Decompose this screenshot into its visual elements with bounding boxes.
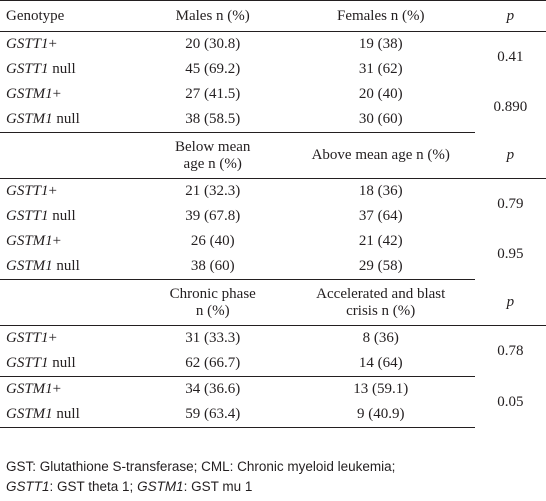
genotype-cell: GSTT1+ bbox=[6, 330, 57, 346]
genotype-cell: GSTM1+ bbox=[6, 381, 62, 397]
table-row: GSTM1 null 38 (58.5) 30 (60) bbox=[0, 107, 546, 133]
genotype-cell: GSTM1 null bbox=[0, 402, 139, 428]
table-row: GSTM1+ 26 (40) 21 (42) 0.95 bbox=[0, 229, 546, 262]
table-row: GSTT1 null 39 (67.8) 37 (64) bbox=[0, 204, 546, 229]
value-cell: 38 (60) bbox=[138, 254, 287, 280]
value-cell: 8 (36) bbox=[362, 330, 399, 346]
value-cell: 27 (41.5) bbox=[185, 86, 241, 102]
value-cell: 21 (42) bbox=[358, 233, 403, 249]
value-cell: 29 (58) bbox=[286, 254, 475, 280]
header-above-mean-age: Above mean age n (%) bbox=[286, 132, 475, 179]
genotype-cell: GSTT1 null bbox=[6, 208, 76, 224]
table-row: GSTT1+ 21 (32.3) 18 (36) 0.79 bbox=[0, 179, 546, 212]
header-males: Males n (%) bbox=[138, 0, 287, 32]
value-cell: 31 (33.3) bbox=[185, 330, 241, 346]
value-cell: 13 (59.1) bbox=[353, 381, 409, 397]
header-p: p bbox=[474, 132, 546, 179]
table-row: GSTM1 null 38 (60) 29 (58) bbox=[0, 254, 546, 280]
p-value-cell: 0.79 bbox=[497, 195, 524, 212]
header-genotype: Genotype bbox=[0, 0, 139, 32]
p-value-cell: 0.95 bbox=[497, 245, 524, 262]
genotype-cell: GSTT1 null bbox=[0, 351, 139, 377]
value-cell: 62 (66.7) bbox=[138, 351, 287, 377]
genotype-cell: GSTM1+ bbox=[6, 86, 62, 102]
table-row: GSTT1 null 45 (69.2) 31 (62) bbox=[0, 57, 546, 82]
header-row-sex: Genotype Males n (%) Females n (%) p bbox=[0, 0, 546, 32]
table-row: GSTM1+ 34 (36.6) 13 (59.1) 0.05 bbox=[0, 377, 546, 410]
genotype-cell: GSTM1 null bbox=[0, 107, 139, 133]
header-row-phase: Chronic phase n (%) Accelerated and blast… bbox=[0, 279, 546, 326]
table-footnote: GST: Glutathione S-transferase; CML: Chr… bbox=[6, 457, 542, 497]
genotype-cell: GSTT1+ bbox=[6, 183, 57, 199]
header-row-age: Below mean age n (%) Above mean age n (%)… bbox=[0, 132, 546, 179]
header-chronic-phase: Chronic phase n (%) bbox=[138, 279, 287, 326]
value-cell: 45 (69.2) bbox=[185, 61, 241, 77]
value-cell: 18 (36) bbox=[358, 183, 403, 199]
value-cell: 30 (60) bbox=[286, 107, 475, 133]
value-cell: 20 (30.8) bbox=[185, 36, 241, 52]
genotype-cell: GSTM1 null bbox=[0, 254, 139, 280]
table-row: GSTM1 null 59 (63.4) 9 (40.9) bbox=[0, 402, 546, 428]
value-cell: 38 (58.5) bbox=[138, 107, 287, 133]
table-row: GSTT1+ 31 (33.3) 8 (36) 0.78 bbox=[0, 326, 546, 359]
table-row: GSTM1+ 27 (41.5) 20 (40) 0.890 bbox=[0, 82, 546, 115]
value-cell: 39 (67.8) bbox=[185, 208, 241, 224]
p-value-cell: 0.78 bbox=[497, 342, 524, 359]
value-cell: 14 (64) bbox=[286, 351, 475, 377]
p-value-cell: 0.890 bbox=[493, 98, 528, 115]
header-p: p bbox=[474, 0, 546, 32]
value-cell: 9 (40.9) bbox=[286, 402, 475, 428]
value-cell: 37 (64) bbox=[358, 208, 403, 224]
header-accelerated-blast: Accelerated and blast crisis n (%) bbox=[286, 279, 475, 326]
genotype-cell: GSTM1+ bbox=[6, 233, 62, 249]
value-cell: 59 (63.4) bbox=[138, 402, 287, 428]
value-cell: 19 (38) bbox=[358, 36, 403, 52]
footnote-line-1: GST: Glutathione S-transferase; CML: Chr… bbox=[6, 459, 396, 474]
header-p: p bbox=[474, 279, 546, 326]
value-cell: 34 (36.6) bbox=[185, 381, 241, 397]
p-value-cell: 0.41 bbox=[497, 48, 524, 65]
header-females: Females n (%) bbox=[286, 0, 475, 32]
genotype-table: Genotype Males n (%) Females n (%) p GST… bbox=[0, 0, 546, 428]
footnote-line-2: GSTT1: GST theta 1; GSTM1: GST mu 1 bbox=[6, 479, 253, 494]
table-row: GSTT1 null 62 (66.7) 14 (64) bbox=[0, 351, 546, 377]
value-cell: 20 (40) bbox=[358, 86, 403, 102]
table-row: GSTT1+ 20 (30.8) 19 (38) 0.41 bbox=[0, 32, 546, 65]
value-cell: 31 (62) bbox=[358, 61, 403, 77]
p-value-cell: 0.05 bbox=[497, 393, 524, 410]
genotype-cell: GSTT1+ bbox=[6, 36, 57, 52]
value-cell: 21 (32.3) bbox=[185, 183, 241, 199]
genotype-cell: GSTT1 null bbox=[6, 61, 76, 77]
header-below-mean-age: Below mean age n (%) bbox=[138, 132, 287, 179]
value-cell: 26 (40) bbox=[190, 233, 235, 249]
